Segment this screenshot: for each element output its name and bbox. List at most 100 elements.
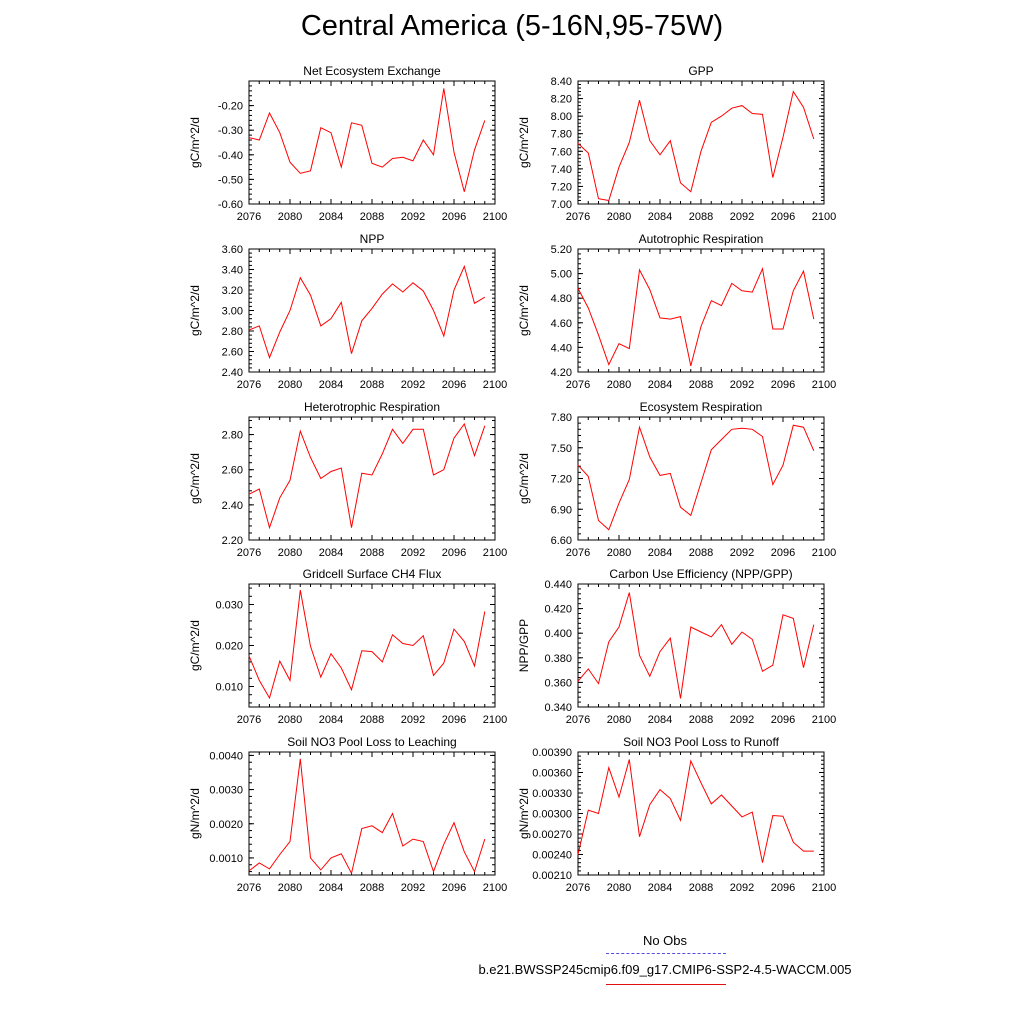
y-axis-label: gC/m^2/d (188, 620, 202, 671)
x-tick-label: 2080 (278, 547, 302, 559)
y-tick-label: 2.60 (222, 347, 243, 359)
y-tick-label: 4.20 (551, 367, 572, 379)
x-tick-label: 2100 (812, 211, 836, 223)
y-tick-label: 3.00 (222, 306, 243, 318)
x-tick-label: 2076 (237, 379, 261, 391)
y-tick-label: 7.00 (551, 199, 572, 211)
y-tick-label: 0.00210 (532, 870, 572, 882)
y-tick-label: 0.0010 (209, 853, 243, 865)
x-tick-label: 2080 (607, 882, 631, 894)
plot-frame (577, 583, 825, 708)
y-axis-label: NPP/GPP (517, 619, 531, 672)
x-tick-label: 2088 (360, 211, 384, 223)
y-tick-label: 0.380 (544, 653, 572, 665)
x-tick-label: 2084 (648, 379, 672, 391)
plot-frame (248, 416, 496, 541)
x-tick-label: 2096 (442, 882, 466, 894)
panel-title: Gridcell Surface CH4 Flux (303, 567, 442, 581)
y-tick-label: 0.440 (544, 579, 572, 591)
y-tick-label: 0.360 (544, 677, 572, 689)
chart-panel: Net Ecosystem Exchange 2076 2080 2084 2088 20… (188, 64, 507, 223)
y-tick-label: 4.80 (551, 293, 572, 305)
x-tick-label: 2088 (689, 211, 713, 223)
y-tick-label: 2.80 (222, 326, 243, 338)
y-tick-label: 0.00240 (532, 850, 572, 862)
plot-frame (248, 80, 496, 205)
x-tick-label: 2096 (771, 379, 795, 391)
plot-frame (577, 80, 825, 205)
x-tick-label: 2084 (319, 211, 343, 223)
x-tick-label: 2092 (401, 882, 425, 894)
x-tick-label: 2076 (566, 211, 590, 223)
x-tick-label: 2076 (566, 547, 590, 559)
x-tick-label: 2100 (483, 211, 507, 223)
y-tick-label: 2.40 (222, 500, 243, 512)
x-tick-label: 2088 (689, 379, 713, 391)
chart-panel: Ecosystem Respiration 2076 2080 2084 2088 209… (517, 400, 836, 559)
y-tick-label: 0.420 (544, 604, 572, 616)
x-tick-label: 2092 (730, 547, 754, 559)
chart-panel: NPP 2076 2080 2084 2088 2092 2096 2100 2.40 2.60 2… (188, 232, 507, 391)
y-tick-label: 4.60 (551, 318, 572, 330)
y-tick-label: -0.40 (218, 150, 243, 162)
y-tick-label: 2.40 (222, 367, 243, 379)
x-tick-label: 2076 (237, 211, 261, 223)
y-tick-label: 0.00300 (532, 809, 572, 821)
y-axis-label: gC/m^2/d (188, 453, 202, 504)
y-tick-label: 3.20 (222, 285, 243, 297)
x-tick-label: 2096 (442, 211, 466, 223)
x-tick-label: 2080 (278, 882, 302, 894)
panel-title: Ecosystem Respiration (640, 400, 763, 414)
x-tick-label: 2096 (771, 547, 795, 559)
series-line (248, 590, 486, 700)
chart-panel: Autotrophic Respiration 2076 2080 2084 2088 2… (517, 232, 836, 391)
x-tick-label: 2088 (689, 714, 713, 726)
x-tick-label: 2084 (648, 714, 672, 726)
x-tick-label: 2084 (319, 379, 343, 391)
y-tick-label: 6.90 (551, 504, 572, 516)
y-tick-label: 0.010 (215, 682, 243, 694)
y-axis-label: gC/m^2/d (517, 285, 531, 336)
x-tick-label: 2100 (483, 379, 507, 391)
x-tick-label: 2076 (566, 882, 590, 894)
x-tick-label: 2092 (730, 379, 754, 391)
x-tick-label: 2084 (319, 547, 343, 559)
x-tick-label: 2084 (648, 547, 672, 559)
y-tick-label: 6.60 (551, 535, 572, 547)
x-tick-label: 2096 (442, 379, 466, 391)
y-tick-label: 7.80 (551, 129, 572, 141)
x-tick-label: 2096 (771, 714, 795, 726)
plot-frame (248, 751, 496, 876)
panel-title: Soil NO3 Pool Loss to Runoff (623, 735, 780, 749)
chart-panel: Carbon Use Efficiency (NPP/GPP) 2076 2080 2… (517, 567, 836, 726)
series-line (577, 759, 814, 863)
x-tick-label: 2092 (730, 882, 754, 894)
x-tick-label: 2100 (812, 379, 836, 391)
y-axis-label: gC/m^2/d (517, 453, 531, 504)
plot-frame (577, 751, 825, 876)
x-tick-label: 2100 (812, 882, 836, 894)
x-tick-label: 2096 (442, 547, 466, 559)
y-tick-label: 2.20 (222, 535, 243, 547)
chart-panel: GPP 2076 2080 2084 2088 2092 2096 2100 7.00 7.20 7… (517, 64, 836, 223)
plot-frame (248, 583, 496, 708)
panel-title: Net Ecosystem Exchange (303, 64, 441, 78)
panel-title: Heterotrophic Respiration (304, 400, 440, 414)
x-tick-label: 2100 (812, 547, 836, 559)
y-tick-label: 0.340 (544, 702, 572, 714)
x-tick-label: 2076 (237, 547, 261, 559)
x-tick-label: 2092 (730, 714, 754, 726)
x-tick-label: 2088 (360, 714, 384, 726)
y-tick-label: 5.20 (551, 244, 572, 256)
y-tick-label: -0.30 (218, 125, 243, 137)
y-tick-label: 0.030 (215, 600, 243, 612)
x-tick-label: 2076 (237, 714, 261, 726)
panel-title: GPP (688, 64, 713, 78)
x-tick-label: 2076 (237, 882, 261, 894)
legend-model-label: b.e21.BWSSP245cmip6.f09_g17.CMIP6-SSP2-4… (478, 962, 852, 977)
y-axis-label: gC/m^2/d (188, 117, 202, 168)
chart-panel: Gridcell Surface CH4 Flux 2076 2080 2084 208… (188, 567, 507, 726)
y-tick-label: 4.40 (551, 342, 572, 354)
y-tick-label: 8.00 (551, 111, 572, 123)
